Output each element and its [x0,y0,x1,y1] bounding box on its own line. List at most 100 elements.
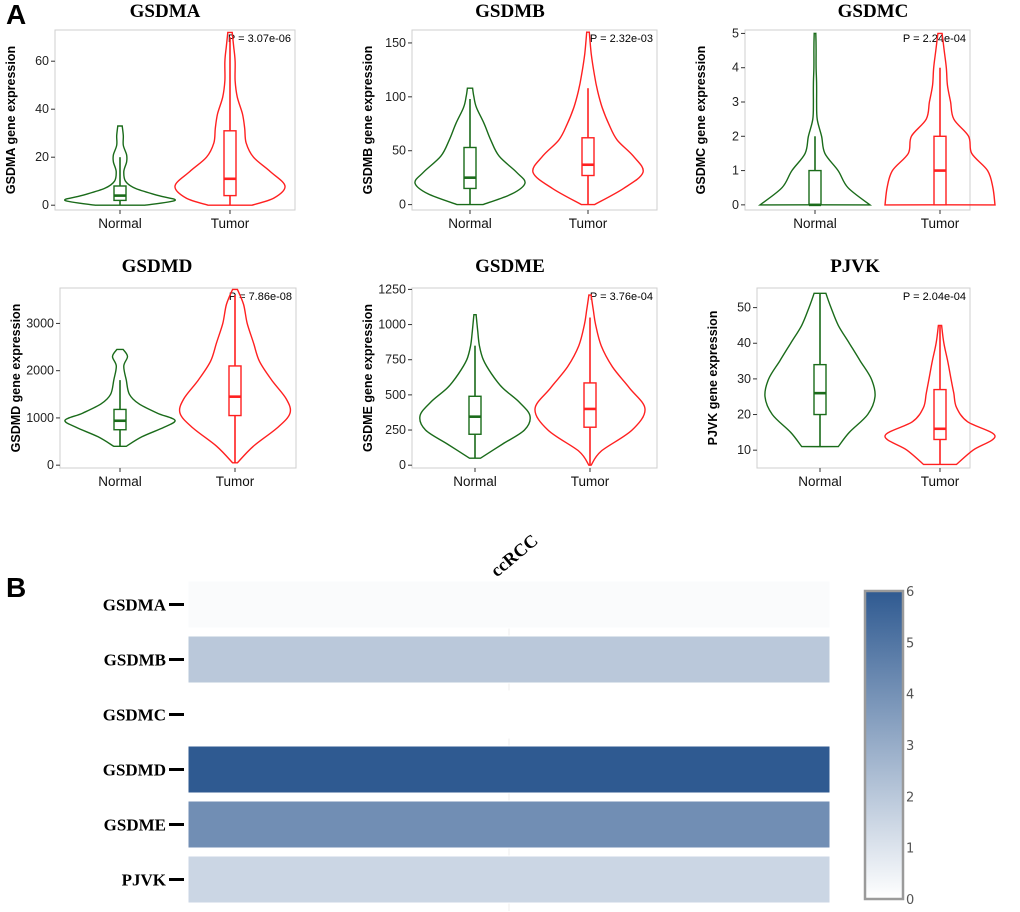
p-value: P = 2.04e-04 [903,291,966,303]
box-iqr [223,130,237,197]
violin-outline [884,324,996,466]
plot-title: GSDMB [475,1,545,22]
y-tick-label: 20 [35,150,49,164]
y-tick-label: 3000 [26,316,54,330]
heatmap-cell-pjvk [187,855,831,904]
box-iqr [813,363,827,416]
violin-outline [64,125,176,206]
violin-outline [757,32,873,206]
x-tick-label-normal: Normal [98,474,142,489]
x-tick-label-tumor: Tumor [571,474,610,489]
y-tick-label: 0 [399,198,406,212]
x-tick-label-normal: Normal [98,216,142,231]
heatmap-row-label-pjvk: PJVK [122,871,167,890]
box-iqr [113,185,127,202]
heatmap: ccRCC GSDMA GSDMB GSDMC GSDMD GSDME PJVK 0 1 2 3 4 5… [103,530,914,911]
plot-frame [411,29,658,211]
y-axis-label: PJVK gene expression [706,311,720,446]
violin-outline [764,292,876,448]
violin-outline [534,294,646,466]
x-tick-label-normal: Normal [793,216,837,231]
plot-title: GSDMC [838,1,909,22]
x-tick-label-tumor: Tumor [216,474,255,489]
p-value: P = 3.76e-04 [590,291,653,303]
box-iqr [468,395,482,435]
violin-normal [64,125,176,206]
heatmap-cell-gsdmd [187,745,831,794]
violin-tumor [178,288,292,464]
violin-normal [414,87,526,206]
colorbar-tick-label: 6 [906,585,914,600]
heatmap-cell-gsdme [187,800,831,849]
violin-outline [532,31,644,206]
y-tick-label: 100 [385,90,406,104]
plot-frame [54,29,296,211]
violin-panel-gsdmc: GSDMC GSDMC gene expression P = 2.24e-04 0 1… [694,1,996,231]
heatmap-cell-gsdma [187,580,831,629]
colorbar-tick-label: 3 [906,739,914,754]
y-axis-label: GSDMB gene expression [361,46,375,195]
panel-b-label: B [6,572,26,603]
violin-tumor [884,324,996,466]
heatmap-cell-gsdmb [187,635,831,684]
violin-panel-gsdmb: GSDMB GSDMB gene expression P = 2.32e-03 0 5… [361,1,658,231]
plot-title: GSDME [475,256,545,277]
y-tick-label: 0 [42,198,49,212]
p-value: P = 2.24e-04 [903,33,966,45]
y-tick-label: 1250 [378,282,406,296]
box-iqr [581,137,595,177]
colorbar-tick-label: 4 [906,688,914,703]
y-tick-label: 20 [737,408,751,422]
x-tick-label-normal: Normal [453,474,497,489]
y-tick-label: 0 [47,458,54,472]
y-axis-label: GSDME gene expression [361,304,375,452]
violin-panel-gsdmd: GSDMD GSDMD gene expression P = 7.86e-08 0 1… [9,256,297,489]
heatmap-row-label-gsdmc: GSDMC [103,706,166,725]
heatmap-cell-gsdmc [187,690,831,739]
y-tick-label: 2 [732,129,739,143]
x-tick-label-tumor: Tumor [921,474,960,489]
y-tick-label: 3 [732,95,739,109]
violin-outline [884,32,996,206]
colorbar [863,589,905,901]
violin-normal [757,32,873,207]
plot-frame [756,287,971,469]
heatmap-row-label-gsdmd: GSDMD [103,761,166,780]
plot-title: PJVK [830,256,880,277]
plot-title: GSDMA [130,1,201,22]
violin-tumor [884,32,996,206]
y-tick-label: 4 [732,61,739,75]
panel-a-label: A [6,0,26,30]
violin-outline [414,87,526,206]
box-iqr [933,388,947,441]
violin-outline [64,348,176,448]
y-axis-label: GSDMC gene expression [694,46,708,195]
y-tick-label: 0 [399,458,406,472]
violin-plots: GSDMA GSDMA gene expression P = 3.07e-06 0 2… [4,1,996,489]
p-value: P = 3.07e-06 [228,33,291,45]
plot-frame [411,287,658,469]
violin-normal [764,292,876,448]
y-axis-label: GSDMD gene expression [9,304,23,453]
x-tick-label-tumor: Tumor [921,216,960,231]
violin-outline [174,31,286,206]
x-tick-label-tumor: Tumor [569,216,608,231]
heatmap-row-label-gsdme: GSDME [104,816,166,835]
y-tick-label: 40 [35,102,49,116]
box-iqr [463,146,477,190]
y-tick-label: 10 [737,443,751,457]
box-iqr [583,382,597,428]
violin-tumor [532,31,644,206]
heatmap-row-label-gsdmb: GSDMB [104,651,166,670]
y-tick-label: 60 [35,54,49,68]
y-tick-label: 750 [385,353,406,367]
y-tick-label: 2000 [26,364,54,378]
y-tick-label: 5 [732,26,739,40]
violin-outline [419,313,531,459]
y-tick-label: 250 [385,423,406,437]
y-tick-label: 30 [737,372,751,386]
violin-tumor [534,294,646,466]
y-tick-label: 150 [385,36,406,50]
violin-tumor [174,31,286,206]
